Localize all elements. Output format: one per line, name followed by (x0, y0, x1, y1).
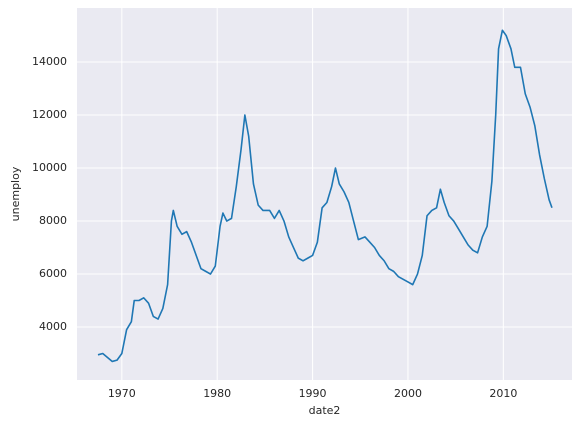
x-tick-label: 1980 (203, 387, 231, 400)
y-axis-label: unemploy (9, 166, 22, 221)
y-tick-label: 8000 (39, 214, 67, 227)
line (97, 29, 553, 363)
y-tick-label: 10000 (32, 161, 67, 174)
y-tick-label: 6000 (39, 267, 67, 280)
plot-area (77, 8, 572, 380)
y-tick-label: 4000 (39, 320, 67, 333)
x-tick-label: 1970 (108, 387, 136, 400)
x-axis-label: date2 (309, 404, 341, 417)
y-tick-label: 14000 (32, 55, 67, 68)
x-tick-label: 2000 (394, 387, 422, 400)
x-tick-label: 1990 (299, 387, 327, 400)
y-tick-label: 12000 (32, 108, 67, 121)
x-tick-label: 2010 (489, 387, 517, 400)
